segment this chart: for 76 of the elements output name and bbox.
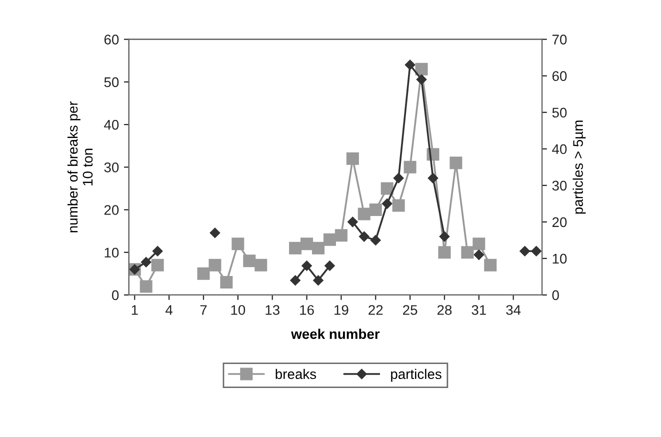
y-tick-label: 10 xyxy=(104,248,119,258)
y2-tick-label: 70 xyxy=(552,34,567,44)
point xyxy=(369,204,382,216)
point xyxy=(140,256,152,268)
point xyxy=(520,246,530,256)
point xyxy=(438,246,451,259)
x-tick-label: 31 xyxy=(472,305,486,315)
point xyxy=(382,198,392,209)
point xyxy=(151,258,164,272)
y2-axis-title: particles > 5µm xyxy=(572,120,586,214)
y-tick-label: 0 xyxy=(112,290,119,300)
point xyxy=(370,235,381,246)
point xyxy=(324,260,335,271)
y2-tick-label: 60 xyxy=(552,71,567,82)
point xyxy=(220,276,233,288)
point xyxy=(531,246,542,256)
point xyxy=(289,242,302,254)
point xyxy=(392,199,405,212)
y-tick-label: 50 xyxy=(104,77,119,88)
x-tick-label: 13 xyxy=(266,305,280,315)
point xyxy=(358,208,370,220)
point xyxy=(484,258,497,272)
x-tick-label: 7 xyxy=(200,305,207,315)
point xyxy=(474,250,484,260)
x-tick-label: 19 xyxy=(334,305,348,315)
point xyxy=(323,233,336,246)
point xyxy=(312,242,324,254)
point xyxy=(290,275,300,286)
point xyxy=(450,156,462,170)
y2-tick-label: 50 xyxy=(552,108,567,118)
point xyxy=(428,172,438,184)
y-axis-title: number of breaks per 10 ton xyxy=(67,101,93,232)
legend-label: particles xyxy=(391,368,442,382)
y2-tick-label: 0 xyxy=(552,290,559,300)
point xyxy=(243,254,256,268)
y-tick-label: 40 xyxy=(104,120,119,130)
y-tick-label: 60 xyxy=(104,34,119,44)
point xyxy=(380,182,394,195)
y2-tick-label: 20 xyxy=(552,217,567,228)
point xyxy=(359,231,370,242)
x-tick-label: 1 xyxy=(132,305,138,315)
point xyxy=(254,258,268,272)
x-tick-label: 34 xyxy=(506,305,521,315)
point xyxy=(334,229,348,242)
point xyxy=(348,216,358,228)
x-axis-title: week number xyxy=(291,328,380,339)
point xyxy=(404,60,416,70)
x-tick-label: 28 xyxy=(437,305,452,315)
point xyxy=(415,62,428,76)
x-tick-label: 25 xyxy=(403,305,418,315)
point xyxy=(439,231,450,242)
point xyxy=(208,258,222,272)
point xyxy=(404,160,416,174)
y2-tick-label: 40 xyxy=(552,144,567,154)
x-tick-label: 4 xyxy=(166,305,173,315)
point xyxy=(313,275,324,286)
point xyxy=(416,74,427,85)
legend-label: breaks xyxy=(276,368,316,380)
point xyxy=(197,267,210,280)
point xyxy=(461,246,474,259)
point xyxy=(152,246,163,256)
y-tick-label: 20 xyxy=(104,205,119,215)
y2-tick-label: 30 xyxy=(552,180,567,191)
point xyxy=(232,238,244,250)
point xyxy=(140,280,152,293)
x-tick-label: 22 xyxy=(368,305,383,315)
point xyxy=(302,260,312,271)
y-tick-label: 30 xyxy=(104,162,119,172)
point xyxy=(346,152,359,165)
point xyxy=(300,238,314,250)
point xyxy=(210,228,220,238)
point xyxy=(393,172,404,184)
x-tick-label: 10 xyxy=(231,305,246,315)
x-tick-label: 16 xyxy=(300,305,314,315)
point xyxy=(472,238,486,250)
y2-tick-label: 10 xyxy=(552,254,567,264)
